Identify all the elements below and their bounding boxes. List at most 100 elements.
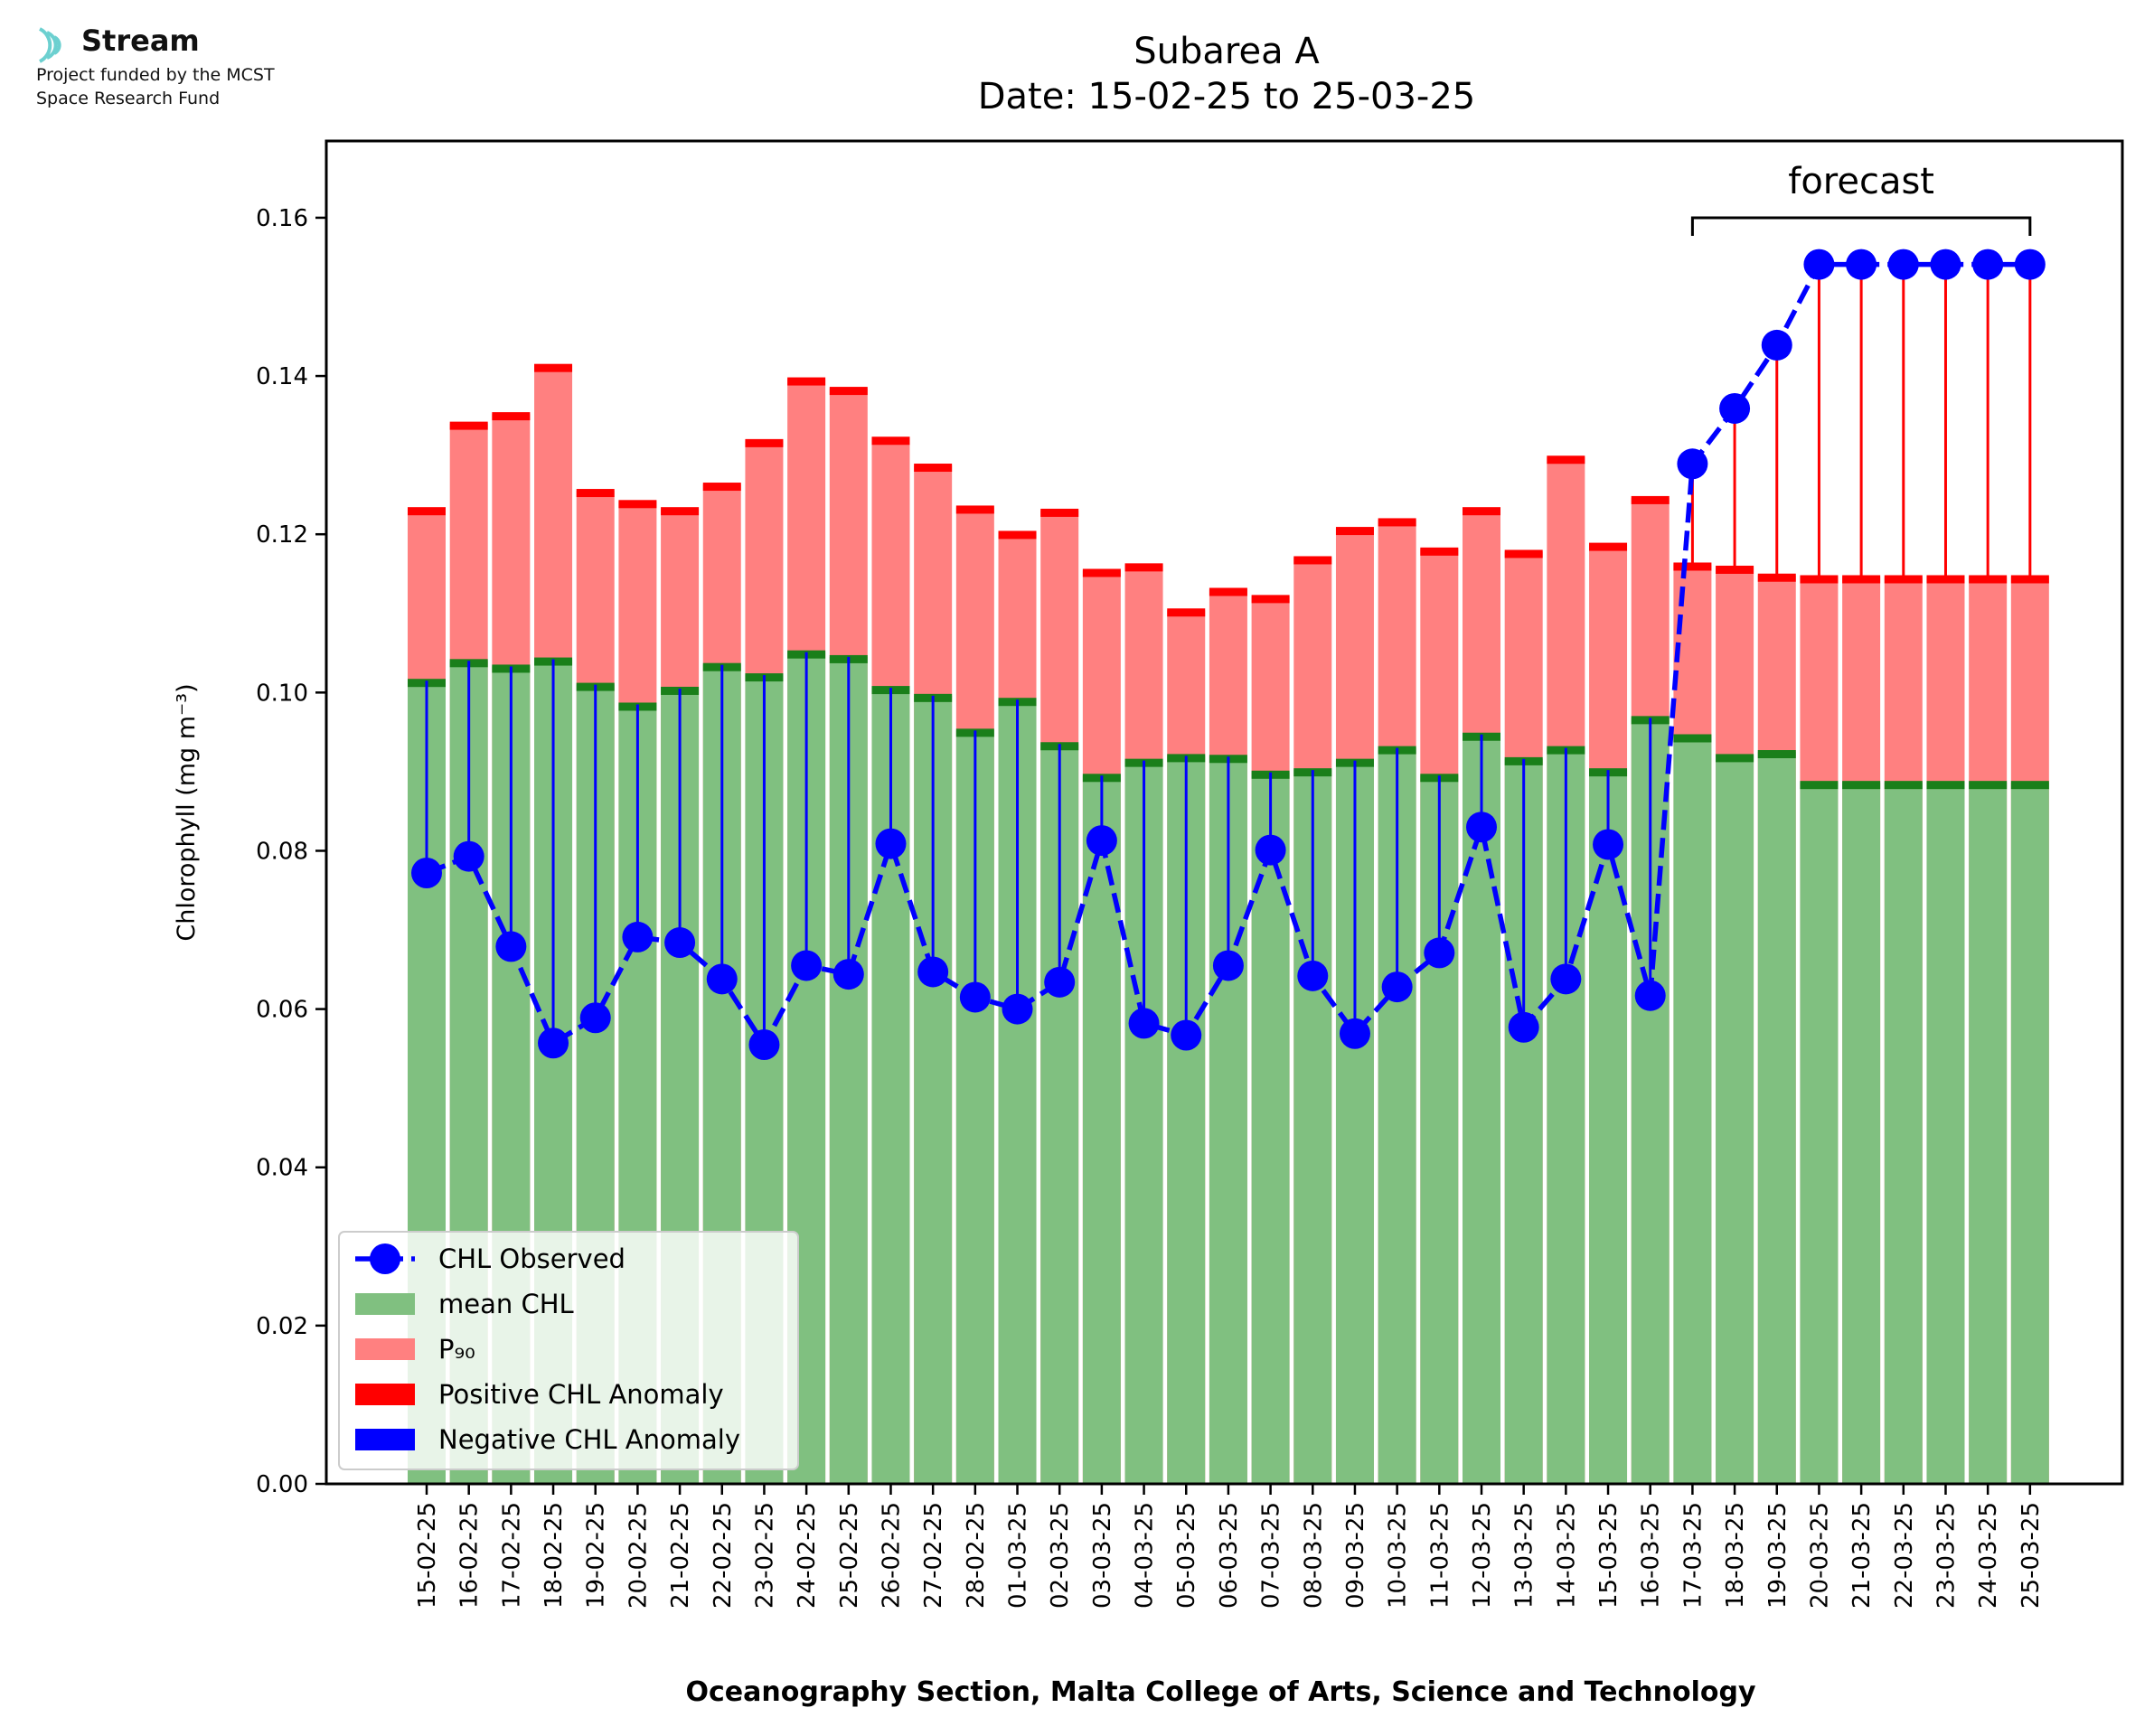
- p90-cap: [1842, 575, 1881, 584]
- p90-cap: [1378, 518, 1416, 527]
- x-tick-label: 19-02-25: [583, 1502, 610, 1609]
- x-tick-label: 17-02-25: [498, 1502, 525, 1609]
- chl-observed-point: [875, 828, 907, 859]
- mean-chl-cap: [1842, 781, 1881, 790]
- x-tick-label: 22-02-25: [710, 1502, 737, 1609]
- mean-chl-cap: [2010, 781, 2049, 790]
- x-tick-label: 27-02-25: [920, 1502, 947, 1609]
- mean-chl-bar: [1969, 783, 2008, 1484]
- x-tick-label: 11-03-25: [1426, 1502, 1453, 1609]
- x-tick-label: 25-02-25: [836, 1502, 863, 1609]
- y-tick-label: 0.02: [256, 1313, 308, 1340]
- chl-observed-point: [1634, 980, 1666, 1011]
- chl-observed-point: [959, 981, 991, 1013]
- p90-cap: [492, 412, 531, 421]
- p90-cap: [449, 421, 488, 430]
- x-tick-label: 01-03-25: [1005, 1502, 1032, 1609]
- p90-cap: [1504, 549, 1543, 558]
- chl-observed-point: [538, 1028, 569, 1059]
- x-tick-label: 08-03-25: [1300, 1502, 1327, 1609]
- x-tick-label: 16-03-25: [1638, 1502, 1665, 1609]
- x-tick-label: 28-02-25: [963, 1502, 990, 1609]
- x-tick-label: 19-03-25: [1764, 1502, 1792, 1609]
- p90-cap: [1631, 495, 1670, 504]
- x-tick-label: 22-03-25: [1891, 1502, 1918, 1609]
- stream-waves-icon: [39, 27, 61, 63]
- mean-chl-bar: [1757, 752, 1796, 1484]
- x-tick-label: 15-03-25: [1595, 1502, 1623, 1609]
- legend-label: Negative CHL Anomaly: [438, 1424, 740, 1455]
- y-tick-label: 0.12: [256, 521, 308, 549]
- y-tick-label: 0.08: [256, 838, 308, 865]
- p90-cap: [955, 505, 994, 514]
- chl-observed-point: [411, 857, 442, 888]
- chl-observed-point: [1508, 1011, 1539, 1043]
- forecast-label: forecast: [1788, 161, 1934, 202]
- x-tick-label: 18-02-25: [541, 1502, 568, 1609]
- mean-chl-bar: [1926, 783, 1965, 1484]
- chl-observed-point: [1930, 249, 1961, 280]
- p90-cap: [1420, 547, 1459, 556]
- mean-chl-bar: [2010, 783, 2049, 1484]
- legend: CHL Observed mean CHL P₉₀ Positive CHL Anom…: [338, 1231, 799, 1470]
- p90-cap: [1082, 568, 1121, 577]
- x-tick-label: 21-03-25: [1848, 1502, 1876, 1609]
- p90-cap: [661, 507, 700, 516]
- legend-swatch: [355, 1429, 415, 1450]
- chl-observed-point: [1086, 825, 1117, 857]
- chl-observed-point: [1972, 249, 2004, 280]
- p90-cap: [618, 500, 657, 509]
- x-tick-label: 03-03-25: [1089, 1502, 1116, 1609]
- forecast-bracket: [1690, 216, 2032, 236]
- mean-chl-bar: [1800, 783, 1839, 1484]
- chl-observed-point: [453, 840, 484, 872]
- p90-cap: [1926, 575, 1965, 584]
- x-axis-label: Oceanography Section, Malta College of A…: [685, 1676, 1756, 1708]
- lines-layer: [411, 249, 2046, 1061]
- p90-cap: [576, 489, 615, 498]
- chl-observed-point: [1297, 960, 1329, 991]
- chl-observed-point: [1761, 329, 1792, 361]
- chl-observed-point: [748, 1029, 780, 1061]
- chl-observed-point: [1044, 966, 1076, 998]
- chl-observed-point: [1887, 249, 1919, 280]
- p90-cap: [1040, 508, 1079, 517]
- chl-observed-point: [1803, 249, 1835, 280]
- forecast-annotation: forecast: [1690, 161, 2032, 236]
- p90-cap: [1884, 575, 1923, 584]
- p90-cap: [998, 530, 1037, 540]
- x-tick-label: 04-03-25: [1132, 1502, 1159, 1609]
- mean-chl-bar: [1842, 783, 1881, 1484]
- p90-cap: [1335, 527, 1374, 536]
- p90-cap: [1969, 575, 2008, 584]
- chart-title: Subarea A: [1133, 31, 1320, 72]
- x-tick-label: 25-03-25: [2018, 1502, 2045, 1609]
- chl-observed-point: [1339, 1018, 1370, 1049]
- chl-observed-point: [2014, 249, 2046, 280]
- x-tick-label: 26-02-25: [878, 1502, 905, 1609]
- axes-layer: 0.00 0.02 0.04 0.06 0.08 0.10 0.12 0.14 0.16 15-0…: [173, 139, 2124, 1708]
- x-tick-label: 13-03-25: [1511, 1502, 1538, 1609]
- x-tick-label: 14-03-25: [1553, 1502, 1580, 1609]
- chart-subtitle: Date: 15-02-25 to 25-03-25: [977, 76, 1476, 117]
- mean-chl-bar: [1463, 734, 1500, 1484]
- legend-swatch: [355, 1293, 415, 1315]
- chl-observed-point: [1677, 448, 1708, 480]
- mean-chl-cap: [1673, 734, 1712, 743]
- p90-cap: [1800, 575, 1839, 584]
- p90-cap: [914, 464, 953, 473]
- legend-label: CHL Observed: [438, 1243, 626, 1274]
- p90-cap: [1547, 455, 1585, 464]
- x-tick-label: 18-03-25: [1722, 1502, 1749, 1609]
- chl-observed-point: [1171, 1019, 1202, 1051]
- chl-observed-point: [1846, 249, 1877, 280]
- x-tick-label: 05-03-25: [1173, 1502, 1200, 1609]
- funding-line-2: Space Research Fund: [36, 89, 221, 108]
- x-tick-label: 15-02-25: [414, 1502, 441, 1609]
- x-tick-label: 20-02-25: [625, 1502, 652, 1609]
- x-tick-label: 17-03-25: [1679, 1502, 1707, 1609]
- x-tick-label: 23-03-25: [1933, 1502, 1960, 1609]
- chl-observed-point: [1381, 971, 1413, 1003]
- legend-label: mean CHL: [438, 1289, 574, 1319]
